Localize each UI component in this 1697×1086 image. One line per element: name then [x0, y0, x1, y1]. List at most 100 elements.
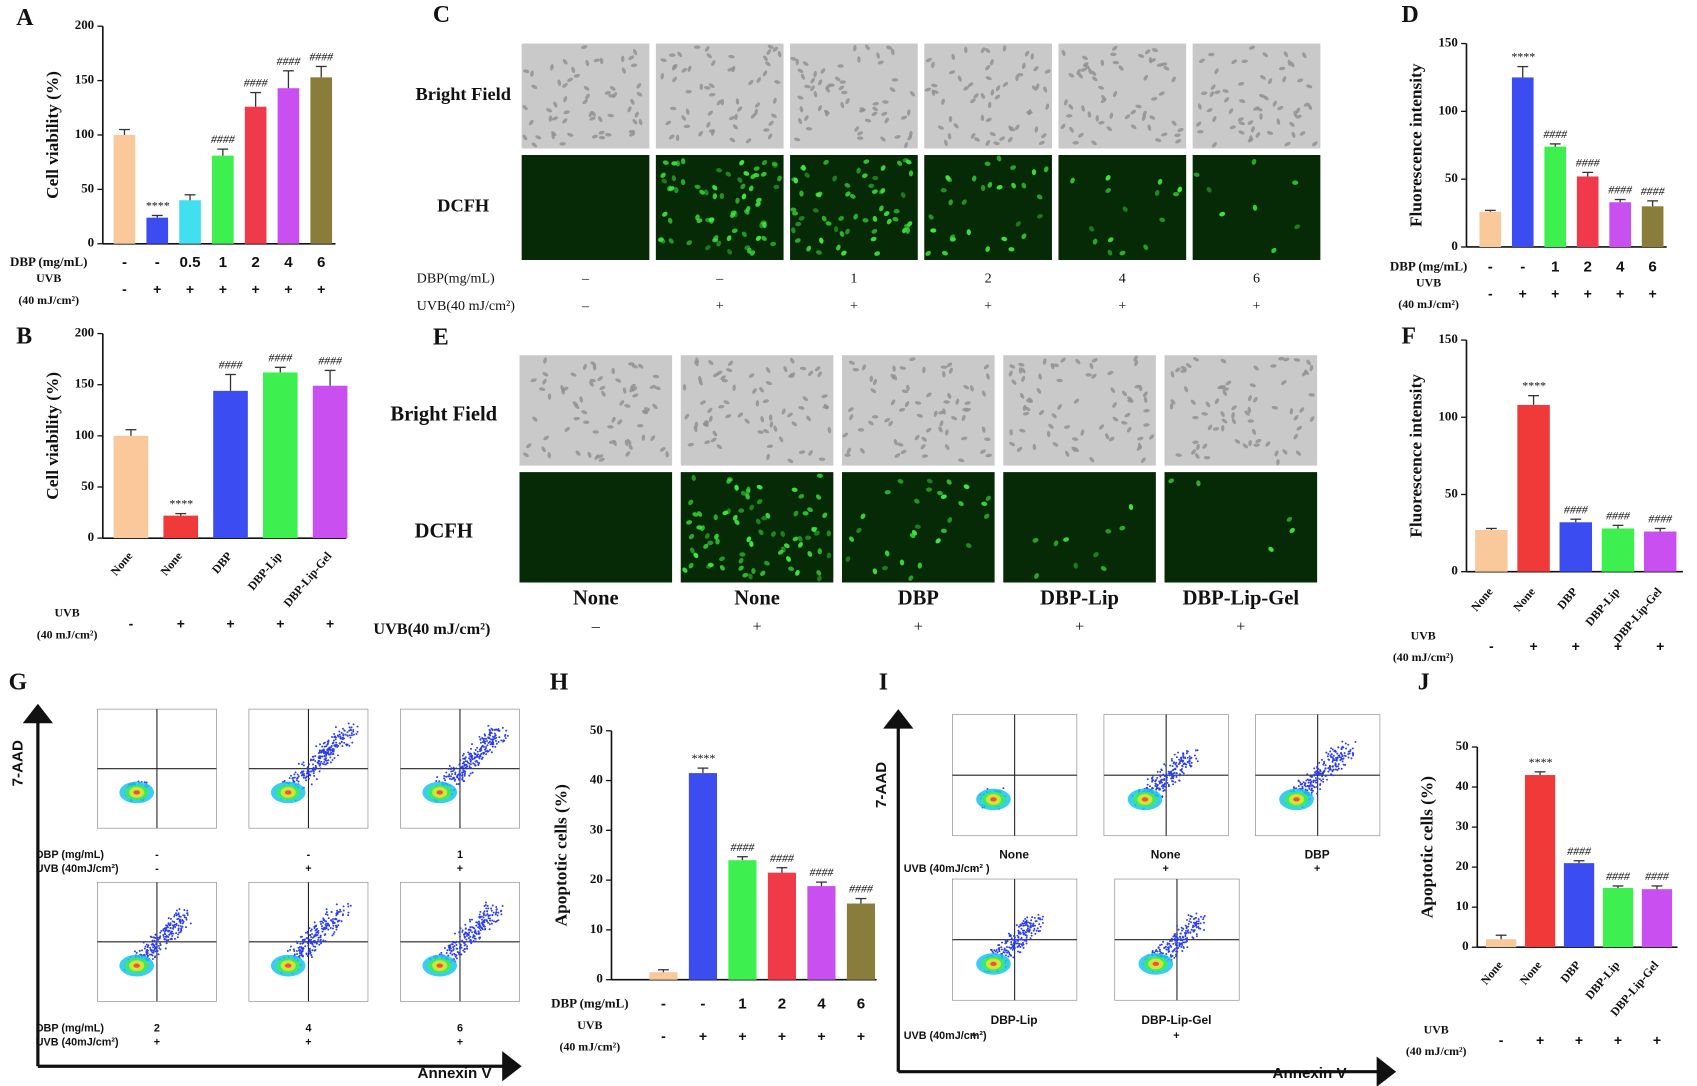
event	[458, 953, 461, 956]
cell	[1309, 416, 1315, 422]
event	[1334, 764, 1337, 767]
event	[490, 907, 493, 910]
event	[463, 935, 466, 938]
event	[1163, 789, 1166, 792]
event	[347, 722, 350, 725]
bar	[113, 435, 149, 539]
cell	[1002, 82, 1009, 87]
cell	[531, 142, 538, 148]
cell	[1126, 426, 1132, 433]
event	[996, 951, 999, 954]
cell	[771, 161, 778, 167]
event	[1197, 922, 1200, 925]
cell	[538, 387, 546, 391]
significance: ####	[318, 353, 343, 367]
event	[1187, 914, 1190, 917]
uvb-value: +	[154, 1036, 160, 1048]
event	[152, 946, 155, 949]
event	[323, 919, 326, 922]
event	[293, 776, 296, 779]
cell	[1034, 573, 1039, 579]
event	[478, 735, 481, 738]
cell	[629, 132, 636, 137]
cell	[712, 372, 720, 378]
cell	[945, 175, 951, 181]
cell	[627, 106, 632, 113]
uvb-label: (40 mJ/cm²)	[1398, 297, 1459, 311]
event	[489, 748, 492, 751]
cell	[1068, 104, 1074, 110]
uvb-label: (40 mJ/cm²)	[1393, 650, 1454, 664]
cell	[720, 375, 726, 381]
event	[1192, 917, 1195, 920]
cell	[567, 77, 573, 83]
event	[1345, 747, 1348, 750]
uvb-value: +	[1173, 1030, 1179, 1042]
event	[1178, 761, 1181, 764]
uvb-value: +	[1575, 1032, 1583, 1048]
cell	[1088, 68, 1093, 75]
y-axis-label: Cell viability (%)	[43, 372, 62, 500]
cell	[955, 398, 960, 405]
event	[1332, 754, 1335, 757]
cell	[1211, 142, 1217, 148]
event	[1171, 765, 1174, 768]
event	[1012, 945, 1015, 948]
event	[293, 773, 296, 776]
event	[1316, 792, 1318, 795]
event	[1010, 941, 1013, 944]
event	[164, 928, 167, 931]
dose-label: DBP (mg/mL)	[36, 1022, 105, 1034]
cell	[793, 510, 799, 517]
event	[451, 953, 454, 956]
x-tick-label: 0.5	[180, 254, 201, 271]
cell	[1253, 396, 1258, 403]
cell	[852, 367, 860, 372]
event	[1153, 951, 1156, 954]
cell	[1192, 357, 1200, 362]
event	[333, 757, 336, 759]
x-tick-label: DBP	[209, 549, 235, 576]
event	[337, 924, 340, 927]
cell	[542, 378, 547, 385]
event	[998, 950, 1001, 953]
event	[1195, 920, 1198, 923]
cell	[772, 46, 778, 52]
cell	[1239, 99, 1246, 104]
cell	[598, 457, 605, 462]
event	[482, 916, 485, 919]
event	[998, 944, 1001, 947]
event	[455, 783, 458, 786]
event	[493, 732, 496, 735]
cell	[1191, 449, 1197, 455]
event	[1316, 785, 1318, 788]
event	[1322, 763, 1325, 766]
sample-name: None	[999, 847, 1029, 861]
cell	[625, 451, 631, 457]
event	[493, 728, 496, 731]
event	[450, 778, 453, 781]
event	[157, 944, 160, 947]
event	[314, 768, 317, 771]
bar	[312, 385, 348, 539]
cell	[1202, 443, 1208, 449]
event	[309, 941, 312, 944]
cell	[872, 102, 879, 106]
event	[490, 751, 493, 754]
cell	[1306, 359, 1311, 366]
cell	[795, 58, 799, 66]
cell	[652, 403, 658, 410]
cell	[755, 197, 762, 203]
event	[475, 759, 478, 762]
cell	[611, 416, 616, 423]
event	[1019, 938, 1022, 941]
event	[1323, 769, 1326, 772]
cell	[1015, 74, 1019, 82]
event	[453, 945, 456, 948]
cell	[961, 199, 967, 205]
event	[1314, 779, 1317, 782]
event	[462, 769, 465, 772]
event	[452, 949, 455, 952]
event	[462, 949, 465, 952]
cell	[716, 99, 722, 106]
